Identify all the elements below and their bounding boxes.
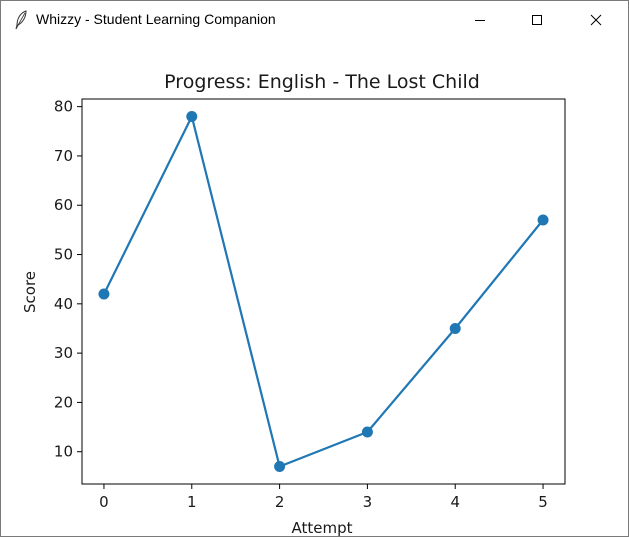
x-tick-label: 5 [538,493,548,511]
x-tick-label: 4 [450,493,460,511]
x-tick-label: 3 [363,493,373,511]
title-bar[interactable]: Whizzy - Student Learning Companion [1,1,628,38]
x-tick-label: 2 [275,493,285,511]
y-tick-label: 10 [54,443,73,461]
maximize-button[interactable] [514,1,560,38]
data-point [98,288,110,300]
feather-icon [15,10,27,30]
y-tick-label: 60 [54,196,73,214]
y-tick-label: 30 [54,344,73,362]
data-point [274,461,286,472]
y-tick-label: 70 [54,147,73,165]
maximize-icon [532,14,542,25]
x-tick-label: 1 [187,493,197,511]
y-tick-label: 80 [54,98,73,116]
y-tick-label: 40 [54,295,73,313]
y-axis-label: Score [21,271,39,313]
data-point [186,111,198,122]
window-title: Whizzy - Student Learning Companion [36,11,276,27]
close-button[interactable] [573,1,619,38]
plot-frame [81,98,566,485]
x-axis-label: Attempt [291,519,352,536]
chart-title: Progress: English - The Lost Child [164,71,480,93]
series-line [103,115,544,468]
minimize-icon [475,19,485,21]
line-chart: Progress: English - The Lost Child 0 1 2 3 4… [21,71,566,536]
x-tick-label: 0 [99,493,109,511]
close-icon [590,14,602,25]
y-tick-label: 20 [54,393,73,411]
minimize-button[interactable] [457,1,503,38]
data-point [537,214,549,226]
data-point [361,426,373,438]
y-tick-label: 50 [54,246,73,264]
data-point [449,322,461,334]
